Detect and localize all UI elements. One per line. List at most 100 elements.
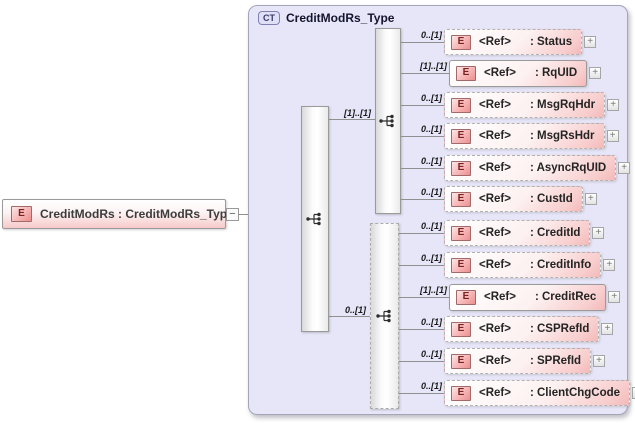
element-ref: <Ref>: [479, 36, 511, 48]
element-name: : MsgRsHdr: [529, 130, 595, 142]
complex-type-header: CT CreditModRs_Type: [258, 11, 394, 25]
element-icon: E: [451, 321, 471, 337]
element-name: : SPRefId: [529, 355, 582, 367]
element-icon: E: [11, 206, 32, 222]
complex-type-panel: CT CreditModRs_Type [1]..[1] 0..[1]: [248, 5, 635, 415]
element-row-clientchgcode: 0..[1] E <Ref> : ClientChgCode +: [399, 379, 635, 407]
element-box-creditid[interactable]: E <Ref> : CreditId: [444, 220, 591, 246]
expand-button[interactable]: +: [592, 227, 605, 239]
element-name: : CSPRefId: [529, 323, 590, 335]
sequence-icon: [306, 212, 321, 226]
expand-button[interactable]: +: [584, 36, 597, 48]
element-name: : Status: [529, 36, 573, 48]
sequence-compositor-lower[interactable]: [370, 223, 399, 409]
cardinality-label: 0..[1]: [420, 30, 442, 40]
connector-line: [1]..[1]: [399, 283, 449, 311]
expand-button[interactable]: +: [606, 130, 619, 142]
element-row-creditrec: [1]..[1] E <Ref> : CreditRec +: [399, 283, 621, 311]
connector-line: [329, 316, 370, 317]
cardinality-label: 0..[1]: [420, 124, 442, 134]
element-ref: <Ref>: [479, 355, 511, 367]
element-name: : CreditInfo: [529, 259, 592, 271]
expand-button[interactable]: +: [593, 355, 606, 367]
connector-line: 0..[1]: [401, 28, 444, 56]
element-icon: E: [451, 34, 471, 50]
element-box-msgrqhdr[interactable]: E <Ref> : MsgRqHdr: [444, 92, 606, 118]
expand-button[interactable]: +: [618, 162, 631, 174]
element-name: : ClientChgCode: [529, 387, 621, 399]
element-row-cspréfid: 0..[1] E <Ref> : CSPRefId +: [399, 315, 614, 343]
cardinality-label: 0..[1]: [420, 221, 442, 231]
cardinality-label: 0..[1]: [344, 305, 366, 315]
root-element-box[interactable]: E CreditModRs : CreditModRs_Type: [2, 199, 234, 229]
complex-type-icon: CT: [258, 11, 280, 25]
connector-line: 0..[1]: [401, 91, 444, 119]
element-row-creditid: 0..[1] E <Ref> : CreditId +: [399, 219, 605, 247]
connector-line: 0..[1]: [399, 251, 444, 279]
element-row-msgrqhdr: 0..[1] E <Ref> : MsgRqHdr +: [401, 91, 620, 119]
element-ref: <Ref>: [479, 259, 511, 271]
element-ref: <Ref>: [479, 99, 511, 111]
cardinality-label: [1]..[1]: [420, 285, 447, 295]
element-name: : AsyncRqUID: [529, 162, 607, 174]
element-ref: <Ref>: [479, 323, 511, 335]
element-box-sprefid[interactable]: E <Ref> : SPRefId: [444, 348, 592, 374]
connector-line: 0..[1]: [399, 347, 444, 375]
element-icon: E: [451, 385, 471, 401]
element-icon: E: [451, 191, 471, 207]
element-row-custid: 0..[1] E <Ref> : CustId +: [401, 185, 597, 213]
element-name: : MsgRqHdr: [529, 99, 596, 111]
connector-line: [1]..[1]: [401, 59, 449, 87]
cardinality-label: 0..[1]: [420, 187, 442, 197]
element-row-msgrshdr: 0..[1] E <Ref> : MsgRsHdr +: [401, 122, 619, 150]
element-ref: <Ref>: [479, 130, 511, 142]
element-icon: E: [451, 353, 471, 369]
element-icon: E: [456, 289, 476, 305]
cardinality-label: 0..[1]: [420, 253, 442, 263]
element-icon: E: [451, 128, 471, 144]
cardinality-label: 0..[1]: [420, 381, 442, 391]
expand-button[interactable]: +: [601, 323, 614, 335]
collapse-button[interactable]: −: [226, 208, 239, 221]
connector-line: [329, 119, 375, 120]
sequence-compositor-upper[interactable]: [375, 28, 401, 214]
cardinality-label: [1]..[1]: [344, 108, 371, 118]
element-box-rquid[interactable]: E <Ref> : RqUID: [449, 59, 588, 87]
cardinality-label: [1]..[1]: [420, 61, 447, 71]
expand-button[interactable]: +: [632, 387, 635, 399]
element-name: : CustId: [529, 193, 573, 205]
element-box-msgrshdr[interactable]: E <Ref> : MsgRsHdr: [444, 123, 605, 149]
element-name: : CreditId: [529, 227, 581, 239]
element-row-asyncrquid: 0..[1] E <Ref> : AsyncRqUID +: [401, 154, 631, 182]
root-element-label: CreditModRs : CreditModRs_Type: [40, 207, 234, 221]
cardinality-label: 0..[1]: [420, 156, 442, 166]
element-box-csprefid[interactable]: E <Ref> : CSPRefId: [444, 316, 600, 342]
element-box-clientchgcode[interactable]: E <Ref> : ClientChgCode: [444, 380, 631, 406]
element-box-asyncrquid[interactable]: E <Ref> : AsyncRqUID: [444, 155, 617, 181]
connector-line: 0..[1]: [401, 185, 444, 213]
element-box-creditinfo[interactable]: E <Ref> : CreditInfo: [444, 252, 602, 278]
expand-button[interactable]: +: [603, 259, 616, 271]
element-row-status: 0..[1] E <Ref> : Status +: [401, 28, 597, 56]
element-icon: E: [456, 65, 476, 81]
complex-type-title: CreditModRs_Type: [286, 11, 395, 25]
element-ref: <Ref>: [479, 387, 511, 399]
element-icon: E: [451, 160, 471, 176]
element-ref: <Ref>: [479, 193, 511, 205]
element-icon: E: [451, 225, 471, 241]
element-ref: <Ref>: [479, 162, 511, 174]
sequence-icon: [375, 309, 391, 323]
expand-button[interactable]: +: [584, 193, 597, 205]
element-box-creditrec[interactable]: E <Ref> : CreditRec: [449, 283, 607, 311]
connector-line: 0..[1]: [399, 315, 444, 343]
cardinality-label: 0..[1]: [420, 349, 442, 359]
expand-button[interactable]: +: [608, 291, 621, 303]
expand-button[interactable]: +: [607, 99, 620, 111]
sequence-compositor-main[interactable]: [301, 106, 329, 332]
element-ref: <Ref>: [479, 227, 511, 239]
element-box-custid[interactable]: E <Ref> : CustId: [444, 186, 583, 212]
element-box-status[interactable]: E <Ref> : Status: [444, 29, 583, 55]
expand-button[interactable]: +: [589, 67, 602, 79]
cardinality-label: 0..[1]: [420, 317, 442, 327]
element-row-creditinfo: 0..[1] E <Ref> : CreditInfo +: [399, 251, 616, 279]
